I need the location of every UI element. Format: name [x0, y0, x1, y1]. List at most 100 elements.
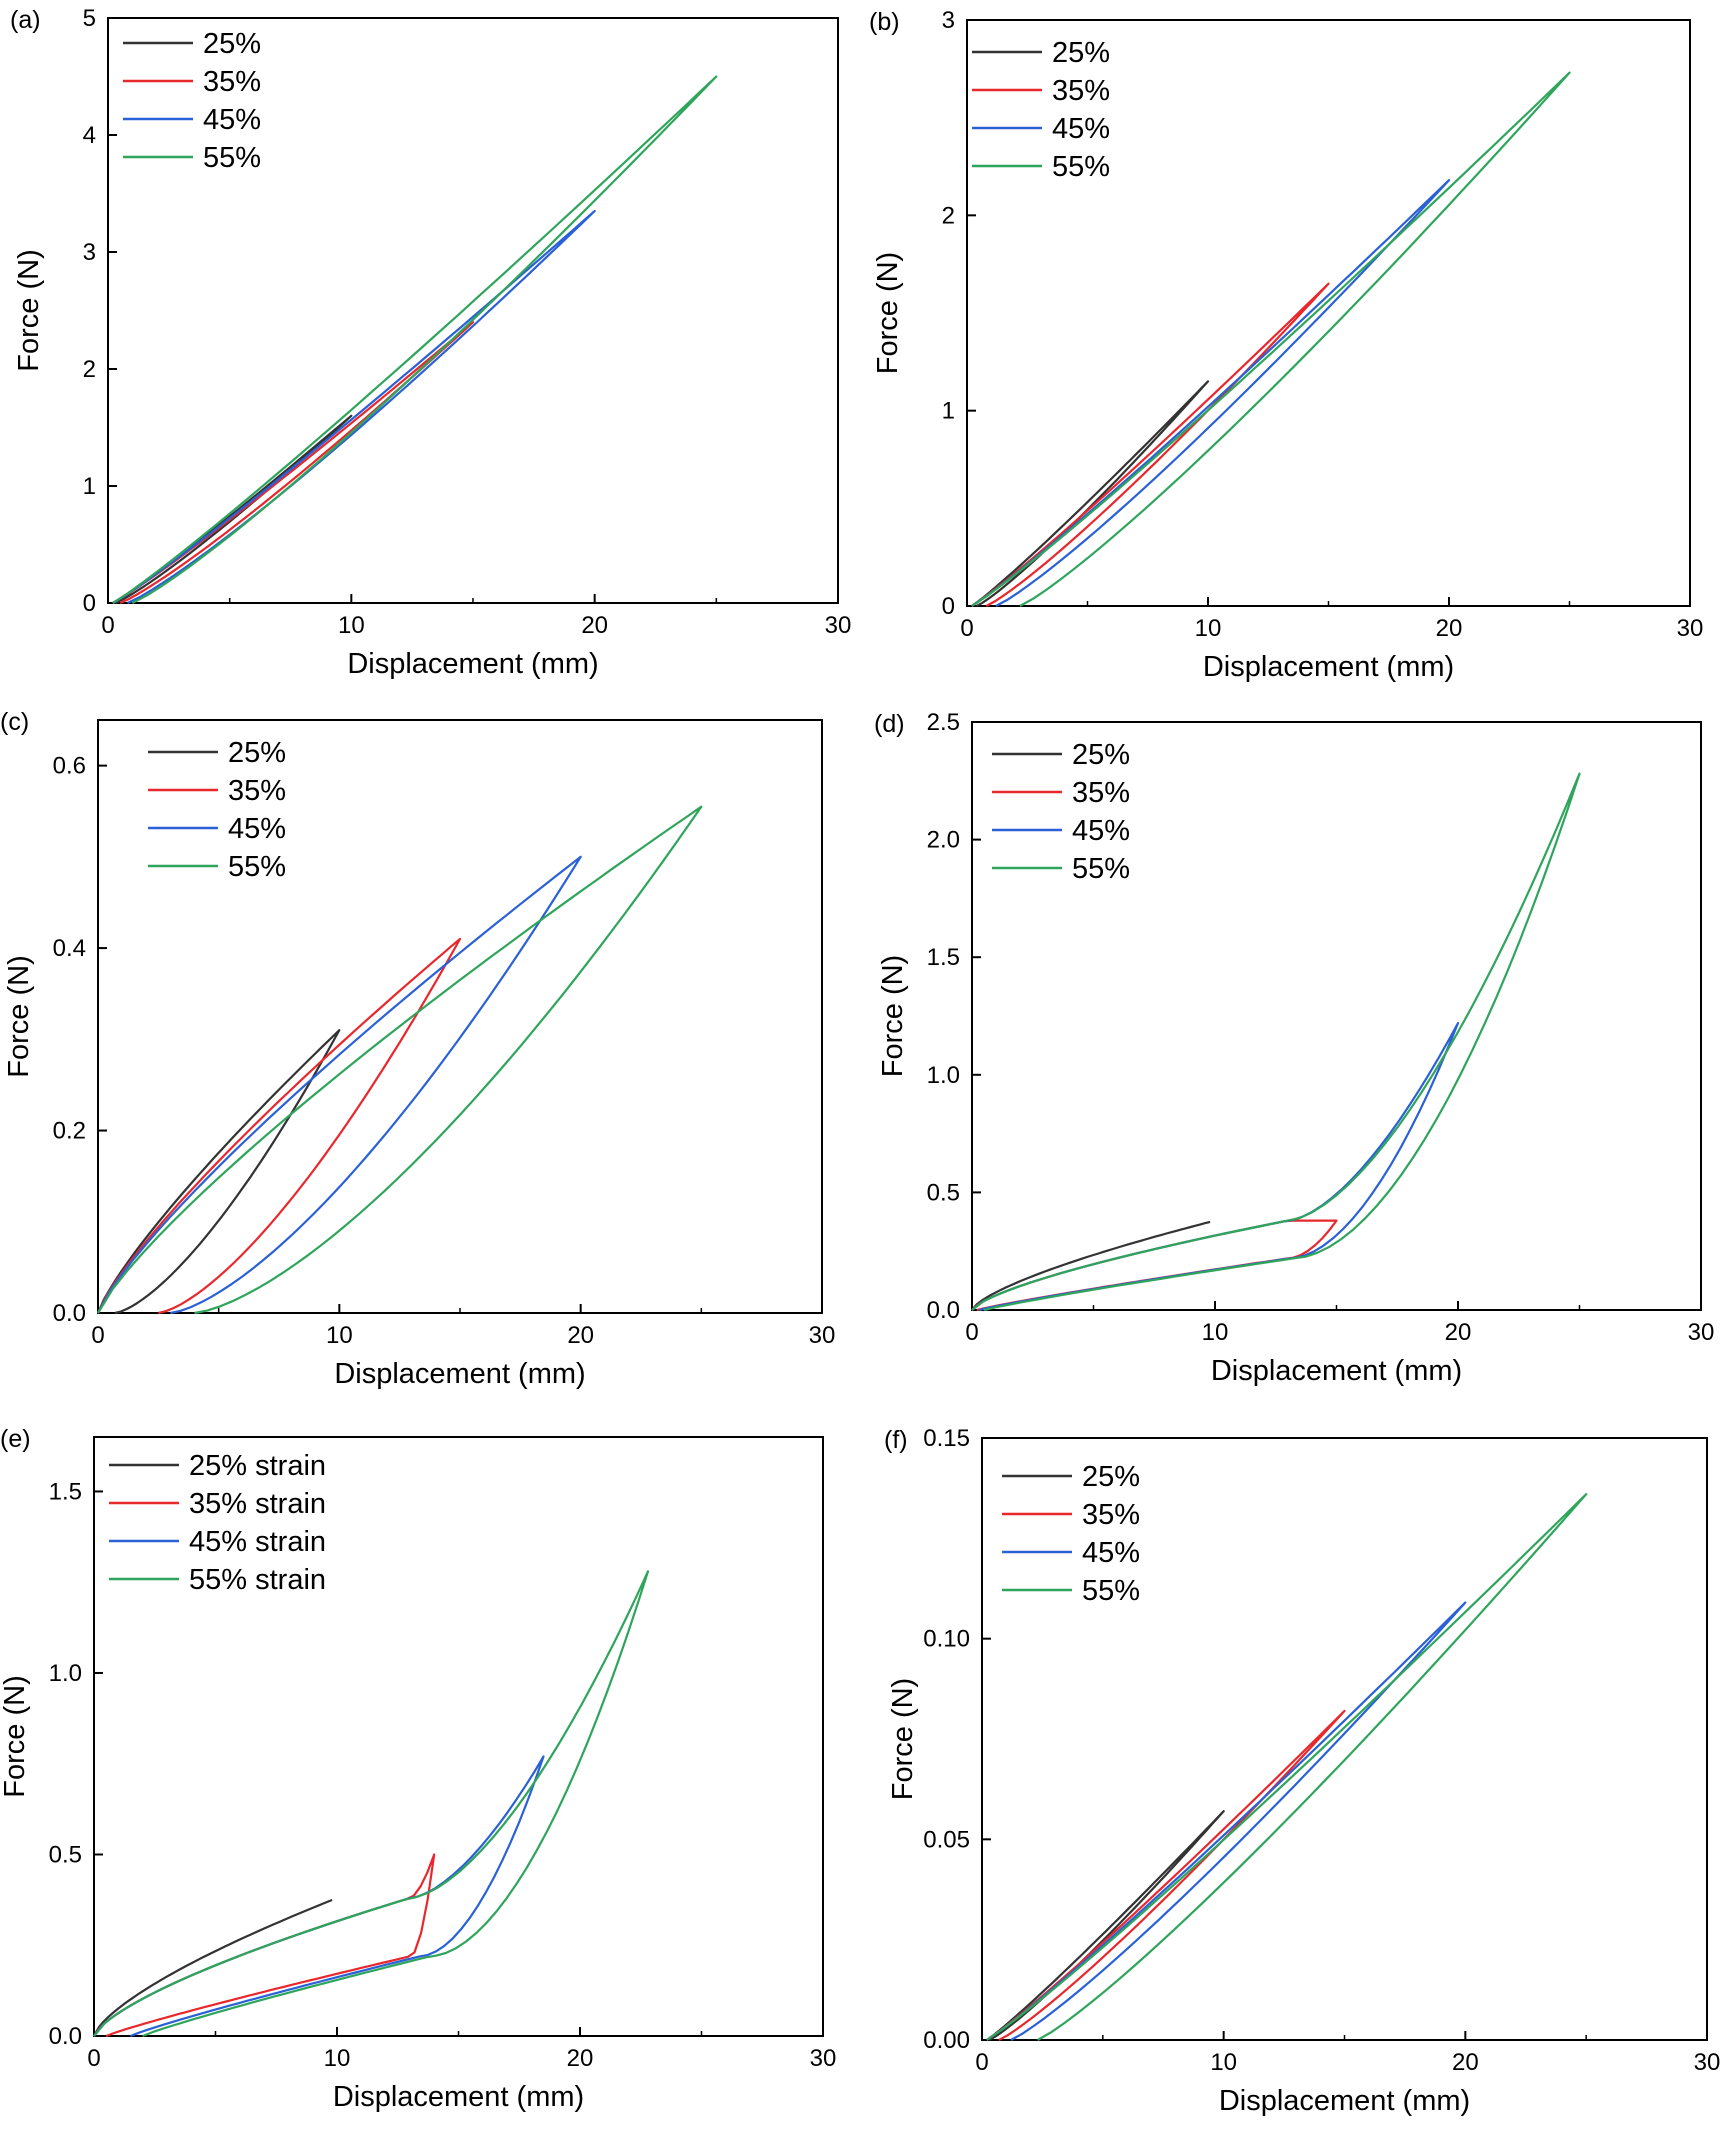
- panel-label: (d): [874, 710, 905, 738]
- x-tick-label: 10: [324, 2045, 351, 2072]
- chart-panel: (e) 0 10 20 30 0.0 0.5 1.0 1.5 Displacement (mm) F…: [0, 1425, 836, 2113]
- y-tick-label: 1.0: [49, 1660, 82, 1687]
- x-tick-label: 30: [1694, 2049, 1721, 2076]
- y-tick-label: 0.00: [923, 2027, 970, 2054]
- x-tick-label: 10: [326, 1322, 353, 1349]
- chart-panel: (d) 0 10 20 30 0.0 0.5 1.0 1.5 2.0 2.5 Displacement…: [874, 709, 1714, 1387]
- y-tick-label: 2: [83, 356, 96, 383]
- legend-label: 45%: [1072, 815, 1130, 847]
- x-tick-label: 30: [825, 612, 852, 639]
- y-tick-label: 0.5: [927, 1179, 960, 1206]
- x-tick-label: 0: [960, 615, 973, 642]
- x-tick-label: 10: [1195, 615, 1222, 642]
- series-line-35: [986, 1709, 1346, 2041]
- y-tick-label: 5: [83, 5, 96, 32]
- y-axis-title: Force (N): [13, 249, 45, 371]
- legend-label: 55%: [203, 142, 261, 174]
- series-line-25: [986, 1810, 1225, 2041]
- legend-label: 55% strain: [189, 1564, 326, 1596]
- series-line-45strain: [93, 1755, 545, 2038]
- x-tick-label: 10: [1210, 2049, 1237, 2076]
- legend-label: 35%: [228, 775, 286, 807]
- x-tick-label: 30: [809, 1322, 836, 1349]
- y-axis-title: Force (N): [887, 1678, 919, 1800]
- legend-label: 45% strain: [189, 1526, 326, 1558]
- legend: 25% 35% 45% 55%: [123, 28, 261, 174]
- y-tick-label: 1: [83, 473, 96, 500]
- legend-label: 35% strain: [189, 1488, 326, 1520]
- panel-label: (c): [0, 708, 29, 736]
- series-line-45: [971, 1022, 1460, 1312]
- legend: 25% 35% 45% 55%: [1002, 1461, 1140, 1607]
- legend-label: 25%: [1082, 1461, 1140, 1493]
- y-tick-label: 0.0: [927, 1297, 960, 1324]
- x-axis-title: Displacement (mm): [1211, 1355, 1462, 1387]
- legend: 25% 35% 45% 55%: [148, 737, 286, 883]
- y-tick-label: 1.5: [49, 1478, 82, 1505]
- x-tick-label: 20: [567, 1322, 594, 1349]
- y-tick-label: 3: [83, 239, 96, 266]
- series-line-35: [971, 282, 1330, 607]
- legend: 25% 35% 45% 55%: [992, 739, 1130, 885]
- x-tick-label: 30: [810, 2045, 837, 2072]
- x-axis-title: Displacement (mm): [334, 1358, 585, 1390]
- panel-label: (a): [10, 6, 41, 34]
- panel-label: (b): [869, 8, 900, 36]
- x-tick-label: 20: [581, 612, 608, 639]
- chart-panel: (f) 0 10 20 30 0.00 0.05 0.10 0.15 Displacement (…: [884, 1425, 1720, 2117]
- x-tick-label: 20: [1436, 615, 1463, 642]
- y-tick-label: 2: [942, 202, 955, 229]
- x-tick-label: 20: [1452, 2049, 1479, 2076]
- series-line-35: [112, 321, 475, 605]
- x-tick-label: 30: [1688, 1319, 1715, 1346]
- y-tick-label: 0.6: [53, 753, 86, 780]
- y-tick-label: 0.0: [49, 2023, 82, 2050]
- series-line-55strain: [93, 1570, 650, 2038]
- plot-frame: [966, 19, 1691, 607]
- legend-label: 45%: [1082, 1537, 1140, 1569]
- x-axis-title: Displacement (mm): [1219, 2085, 1470, 2117]
- series-line-45: [97, 855, 582, 1315]
- legend-label: 45%: [203, 104, 261, 136]
- legend-label: 55%: [228, 851, 286, 883]
- legend-label: 25%: [228, 737, 286, 769]
- y-tick-label: 0.0: [53, 1300, 86, 1327]
- y-tick-label: 1: [942, 398, 955, 425]
- y-axis-title: Force (N): [0, 1675, 31, 1797]
- y-tick-label: 0.15: [923, 1425, 970, 1452]
- legend-label: 35%: [1072, 777, 1130, 809]
- legend-label: 25%: [1052, 37, 1110, 69]
- y-tick-label: 0.10: [923, 1626, 970, 1653]
- y-axis-title: Force (N): [872, 252, 904, 374]
- legend-label: 45%: [1052, 113, 1110, 145]
- series-line-55: [986, 1493, 1588, 2041]
- legend-label: 25%: [203, 28, 261, 60]
- legend-label: 55%: [1072, 853, 1130, 885]
- y-tick-label: 1.5: [927, 944, 960, 971]
- legend-label: 35%: [1052, 75, 1110, 107]
- series-line-45: [971, 179, 1451, 607]
- y-tick-label: 0: [83, 590, 96, 617]
- x-tick-label: 10: [1202, 1319, 1229, 1346]
- x-tick-label: 10: [338, 612, 365, 639]
- legend-label: 45%: [228, 813, 286, 845]
- x-tick-label: 0: [965, 1319, 978, 1346]
- legend: 25% strain 35% strain 45% strain 55% strain: [109, 1450, 326, 1596]
- y-tick-label: 2.0: [927, 827, 960, 854]
- chart-panel: (b) 0 10 20 30 0 1 2 3 Displacement (mm) Force (N)…: [869, 7, 1703, 683]
- x-tick-label: 0: [87, 2045, 100, 2072]
- x-axis-title: Displacement (mm): [1203, 651, 1454, 683]
- legend-label: 55%: [1082, 1575, 1140, 1607]
- series-line-35: [971, 1219, 1338, 1312]
- chart-panel: (c) 0 10 20 30 0.0 0.2 0.4 0.6 Displacement (mm) F…: [0, 708, 835, 1390]
- y-tick-label: 3: [942, 7, 955, 34]
- series-line-25: [96, 1029, 341, 1315]
- series-line-35: [97, 937, 462, 1315]
- series-line-25: [971, 380, 1210, 607]
- x-tick-label: 0: [101, 612, 114, 639]
- x-tick-label: 30: [1677, 615, 1704, 642]
- legend-label: 25% strain: [189, 1450, 326, 1482]
- legend-label: 25%: [1072, 739, 1130, 771]
- y-tick-label: 1.0: [927, 1062, 960, 1089]
